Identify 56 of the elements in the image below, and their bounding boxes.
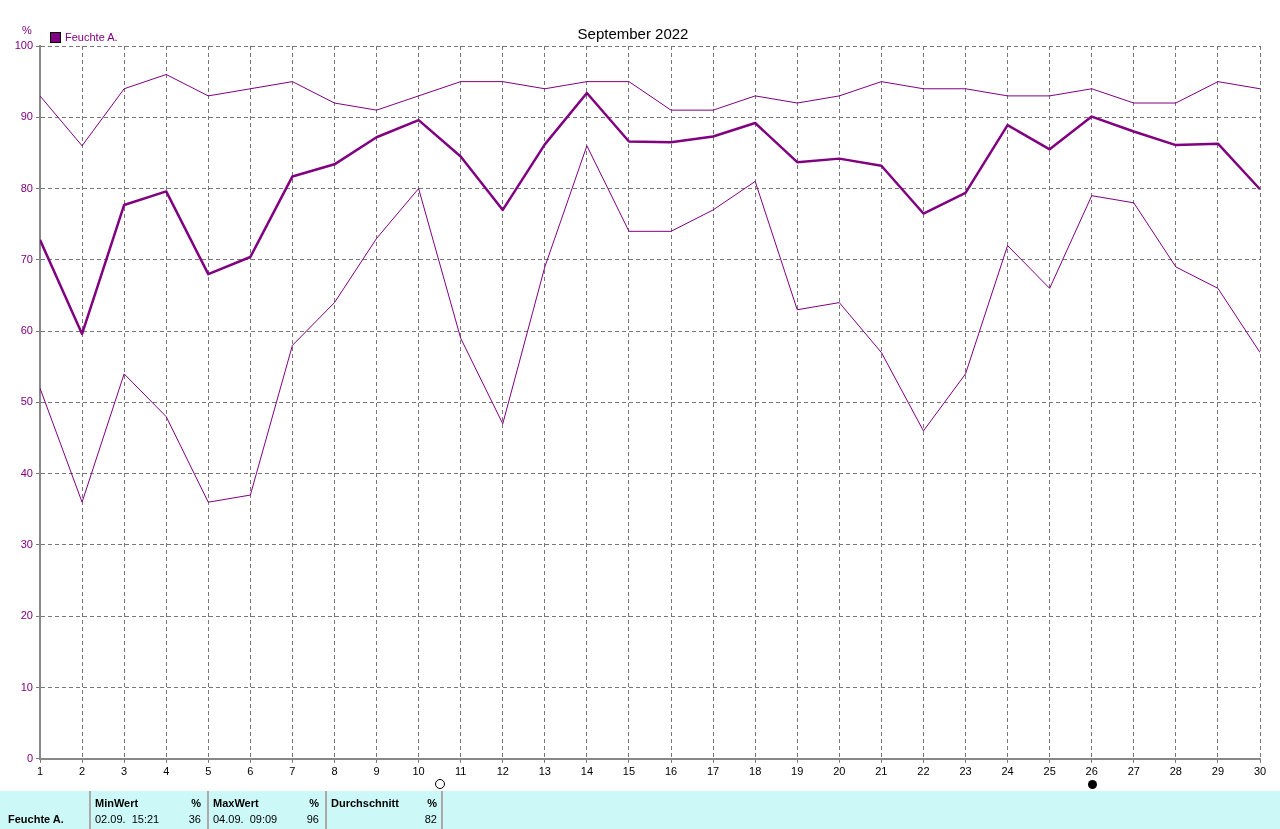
x-tick-label: 30 [1253,765,1267,778]
y-tick-label: 10 [20,680,33,693]
x-tick-label: 10 [412,765,425,778]
x-tick-label: 29 [1211,765,1225,778]
chart-title: September 2022 [577,25,689,43]
text: 82 [424,813,437,825]
text: % [427,797,437,809]
x-tick-label: 14 [580,765,594,778]
x-tick-label: 27 [1127,765,1140,778]
text: 02.09. 15:21 [95,813,160,825]
x-tick-label: 12 [496,765,509,778]
y-axis-title: % [22,24,33,36]
x-tick-label: 22 [917,765,930,778]
text: Feuchte A. [8,813,64,825]
y-tick-label: 60 [20,324,33,337]
x-tick-label: 28 [1169,765,1182,778]
text: % [309,797,319,809]
legend-label: Feuchte A. [64,31,118,43]
x-tick-label: 19 [791,765,804,778]
x-tick-label: 23 [959,765,972,778]
x-tick-label: 6 [247,765,254,778]
text: 04.09. 09:09 [213,813,278,825]
x-tick-label: 18 [749,765,762,778]
x-tick-label: 11 [454,765,467,778]
x-tick-label: 1 [36,765,44,778]
x-tick-label: 5 [205,765,212,778]
text: 96 [306,813,319,825]
x-tick-label: 8 [331,765,338,778]
x-tick-label: 21 [875,765,888,778]
text: % [191,797,201,809]
y-tick-label: 70 [20,252,33,265]
x-tick-label: 17 [706,765,720,778]
x-tick-label: 4 [163,765,170,778]
x-tick-label: 20 [833,765,846,778]
y-tick-label: 90 [20,110,33,123]
x-tick-label: 24 [1001,765,1014,778]
y-tick-label: 30 [20,537,33,550]
y-tick-label: 0 [26,751,33,764]
x-tick-label: 3 [121,765,128,778]
text: MaxWert [213,797,259,809]
x-tick-label: 9 [373,765,380,778]
x-tick-label: 25 [1043,765,1056,778]
y-tick-label: 100 [14,39,33,52]
y-tick-label: 40 [20,466,33,479]
x-tick-label: 26 [1085,765,1098,778]
x-tick-label: 16 [664,765,678,778]
y-tick-label: 50 [20,395,33,408]
text: 36 [188,813,201,825]
y-tick-label: 80 [20,181,33,194]
y-tick-label: 20 [20,609,33,622]
text: Durchschnitt [331,797,399,809]
x-tick-label: 2 [79,765,86,778]
x-tick-label: 15 [622,765,636,778]
x-tick-label: 13 [538,765,551,778]
text: MinWert [95,797,139,809]
x-tick-label: 7 [289,765,296,778]
